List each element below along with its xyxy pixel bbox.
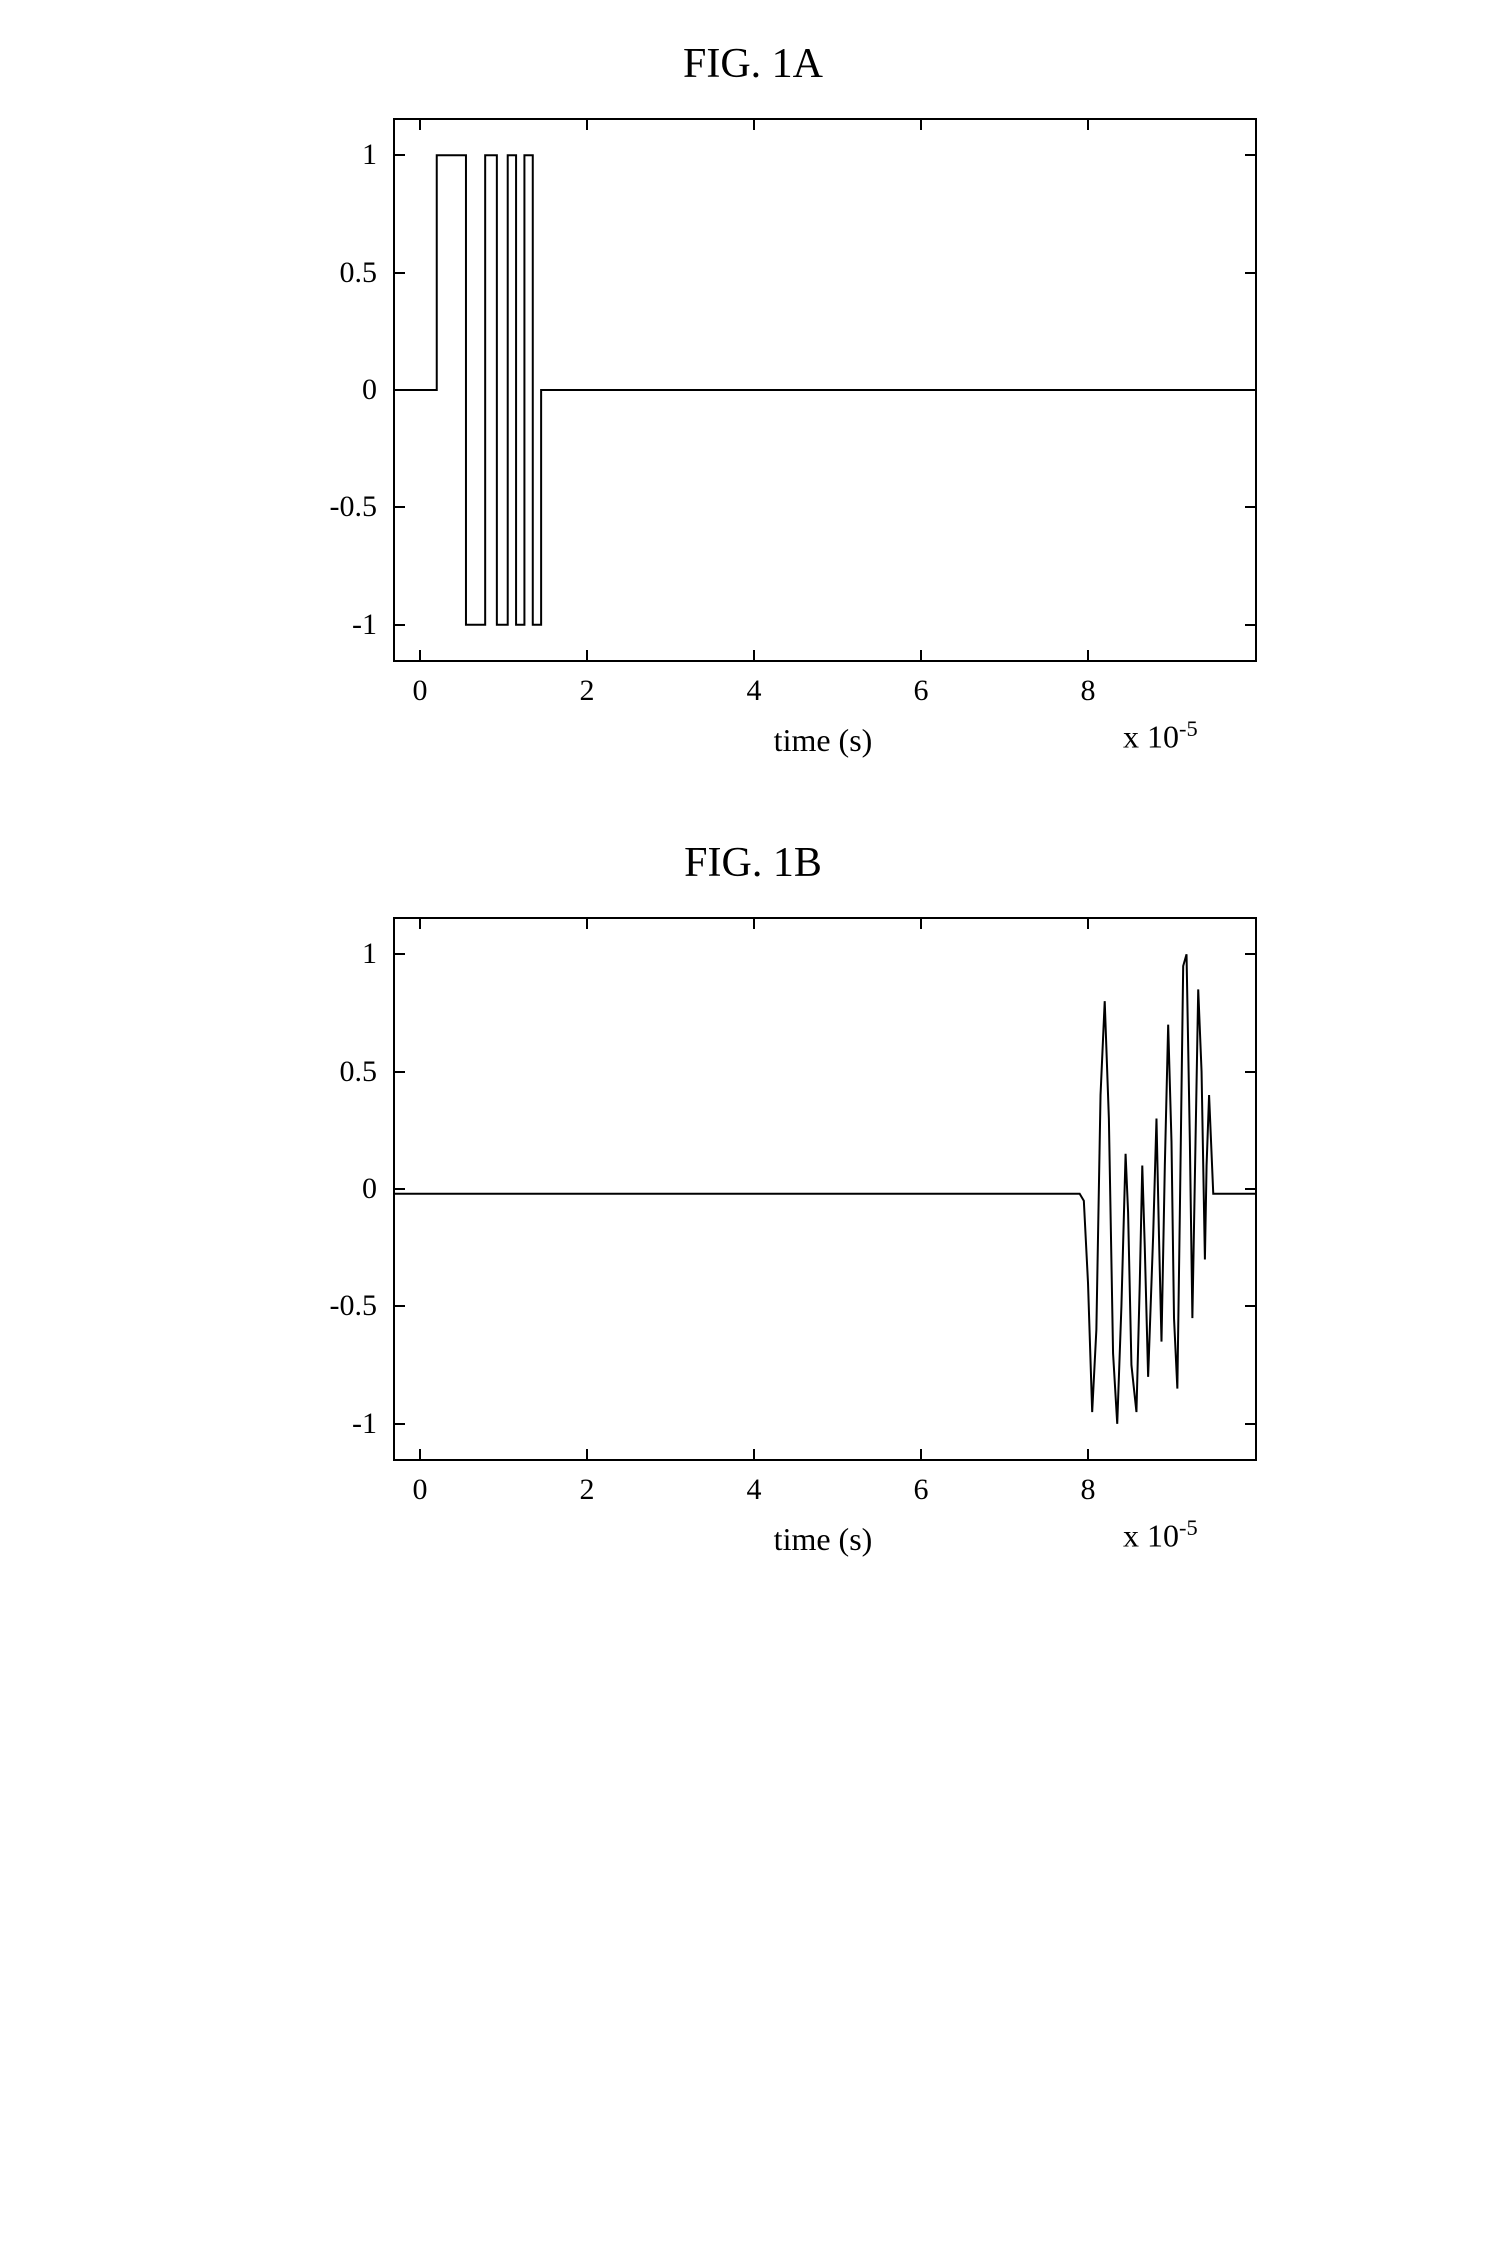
figure-a-plot-wrap: -1-0.500.5102468 time (s) x 10-5 (393, 118, 1253, 759)
figure-a-title: FIG. 1A (253, 40, 1253, 88)
figure-b: FIG. 1B -1-0.500.5102468 time (s) x 10-5 (253, 839, 1253, 1558)
figure-b-ytick-label: 0 (362, 1172, 395, 1206)
figure-a-xtick-label: 8 (1081, 660, 1096, 708)
figure-a-xtick-label: 2 (580, 660, 595, 708)
figure-b-xtick-label: 2 (580, 1459, 595, 1507)
figure-a-ytick-label: 1 (362, 138, 395, 172)
figure-a-xscale-label: x 10-5 (1123, 716, 1198, 756)
figure-b-xscale-label: x 10-5 (1123, 1515, 1198, 1555)
figure-b-xtick-label: 0 (413, 1459, 428, 1507)
figure-a-plot-box: -1-0.500.5102468 (393, 118, 1257, 662)
figure-b-trace (395, 919, 1255, 1459)
figure-a-ytick-label: 0.5 (340, 256, 396, 290)
figure-a-ytick-label: 0 (362, 373, 395, 407)
figure-a-ytick-label: -1 (352, 608, 395, 642)
figure-a-xtick-label: 4 (747, 660, 762, 708)
figure-b-xtick-label: 4 (747, 1459, 762, 1507)
figure-b-ytick-label: 1 (362, 937, 395, 971)
figure-b-xtick-label: 6 (914, 1459, 929, 1507)
figure-b-ytick-label: -0.5 (330, 1289, 396, 1323)
figure-b-plot-box: -1-0.500.5102468 (393, 917, 1257, 1461)
figure-b-plot-wrap: -1-0.500.5102468 time (s) x 10-5 (393, 917, 1253, 1558)
figure-b-xtick-label: 8 (1081, 1459, 1096, 1507)
figure-a-trace (395, 120, 1255, 660)
figure-a-ytick-label: -0.5 (330, 490, 396, 524)
figure-a-xtick-label: 6 (914, 660, 929, 708)
figure-b-title: FIG. 1B (253, 839, 1253, 887)
figure-b-ytick-label: -1 (352, 1407, 395, 1441)
figure-a-xtick-label: 0 (413, 660, 428, 708)
figure-a: FIG. 1A -1-0.500.5102468 time (s) x 10-5 (253, 40, 1253, 759)
figure-b-ytick-label: 0.5 (340, 1055, 396, 1089)
